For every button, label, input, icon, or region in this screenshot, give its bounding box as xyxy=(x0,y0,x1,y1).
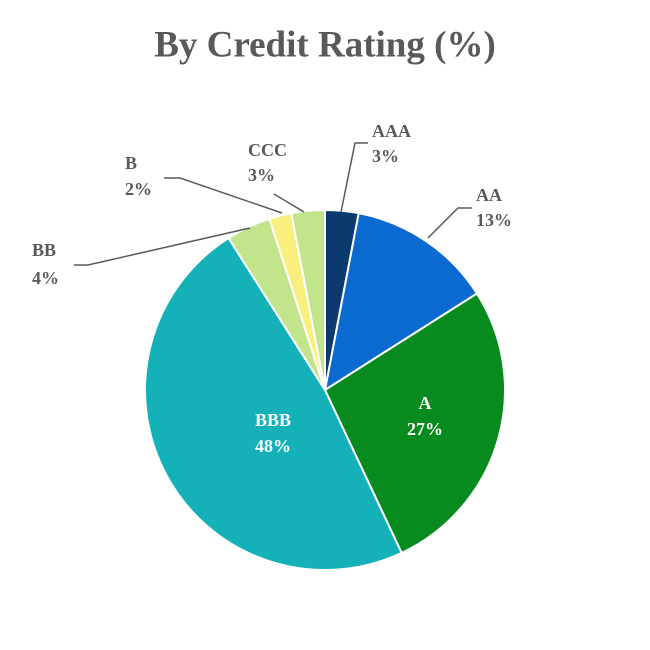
slice-value-label: 13% xyxy=(476,210,512,230)
slice-label: BBB xyxy=(255,410,291,430)
slice-label: CCC xyxy=(248,140,287,160)
leader-line xyxy=(427,207,472,239)
slice-value-label: 27% xyxy=(407,419,443,439)
pie-slice xyxy=(323,212,479,393)
slice-value-label: 3% xyxy=(248,165,275,185)
leader-line xyxy=(273,193,305,213)
slice-label: B xyxy=(125,153,137,173)
slice-label: AA xyxy=(476,185,502,205)
slice-label: BB xyxy=(32,240,56,260)
pie-slice xyxy=(144,236,403,571)
slice-label: A xyxy=(419,393,432,413)
pie-slice xyxy=(323,292,506,555)
leader-line xyxy=(74,227,251,266)
leader-line xyxy=(164,177,283,214)
pie-slice xyxy=(290,208,326,391)
leader-line xyxy=(340,142,368,213)
slice-label: AAA xyxy=(372,121,411,141)
slice-value-label: 4% xyxy=(32,268,59,288)
slice-value-label: 2% xyxy=(125,179,152,199)
slice-value-label: 48% xyxy=(255,436,291,456)
chart-title: By Credit Rating (%) xyxy=(154,24,496,65)
slice-value-label: 3% xyxy=(372,146,399,166)
